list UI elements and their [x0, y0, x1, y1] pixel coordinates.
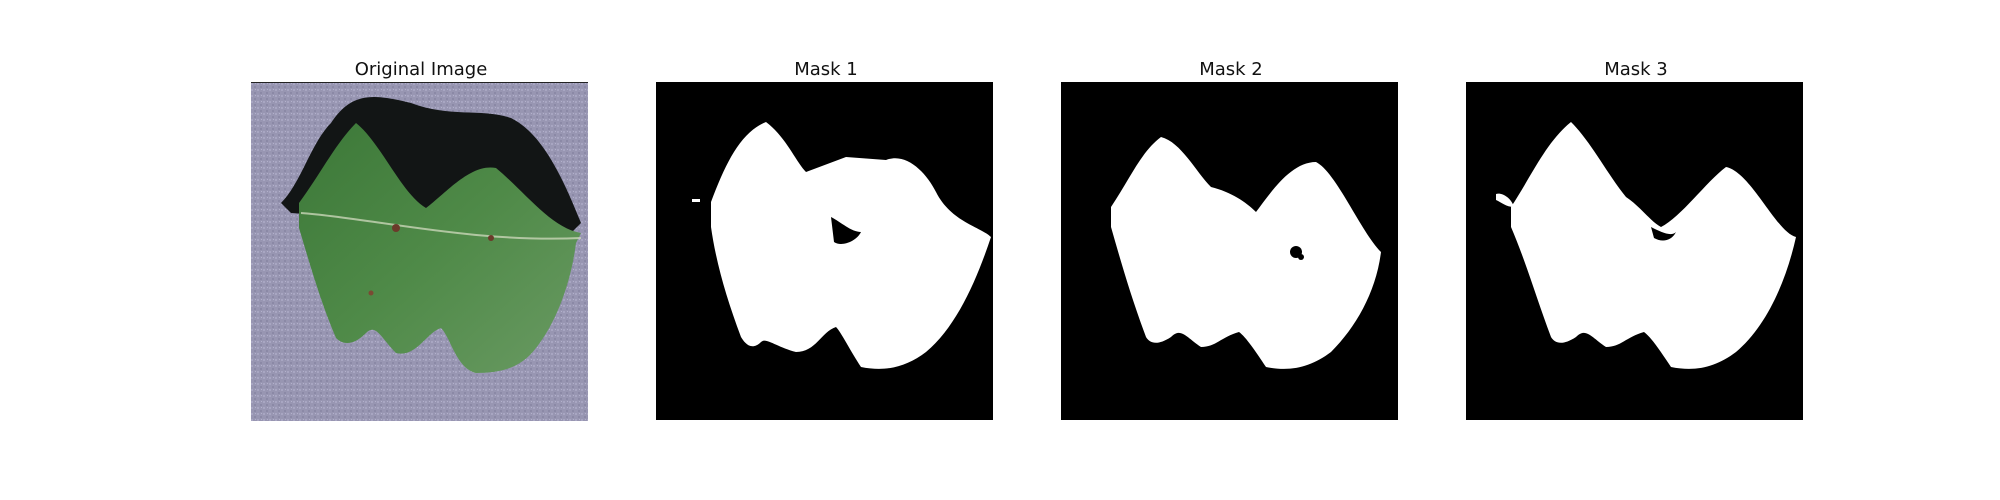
mask-shape [692, 122, 991, 369]
panel-title: Mask 3 [1604, 59, 1668, 80]
panel-mask-2: Mask 2 [1061, 58, 1401, 420]
panel-mask-3: Mask 3 [1466, 58, 1806, 420]
mask-image-1 [656, 82, 993, 420]
mask-image-3 [1466, 82, 1803, 420]
mask-image-2 [1061, 82, 1398, 420]
mask-shape [1111, 137, 1381, 369]
panel-title: Mask 1 [794, 59, 858, 80]
leaf-photo [251, 83, 588, 421]
mask-shape [1496, 122, 1796, 369]
panel-original: Original Image [251, 58, 591, 421]
panel-title: Original Image [354, 59, 488, 80]
panel-mask-1: Mask 1 [656, 58, 996, 420]
panel-title: Mask 2 [1199, 59, 1263, 80]
original-image [251, 82, 588, 421]
